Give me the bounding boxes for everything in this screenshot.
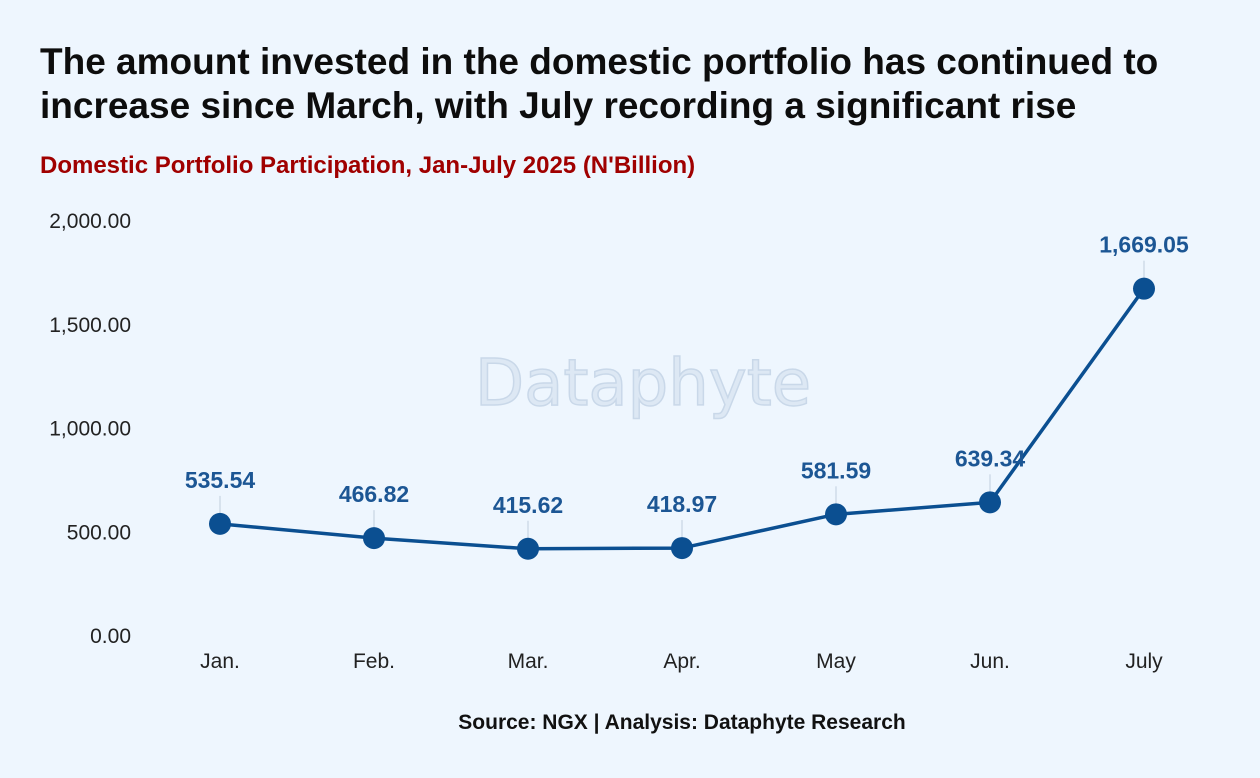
x-tick-label: Apr. <box>663 650 700 673</box>
y-tick-label: 1,000.00 <box>49 418 131 441</box>
x-tick-label: May <box>816 650 856 673</box>
y-tick-label: 2,000.00 <box>49 210 131 233</box>
y-tick-label: 1,500.00 <box>49 314 131 337</box>
data-point <box>209 512 231 535</box>
data-point <box>517 537 539 560</box>
data-point <box>671 537 693 560</box>
data-point <box>825 503 847 526</box>
data-point <box>1133 277 1155 300</box>
y-axis: 0.00 500.00 1,000.00 1,500.00 2,000.00 <box>49 210 131 648</box>
data-label: 1,669.05 <box>1099 232 1189 258</box>
x-tick-label: July <box>1125 650 1163 673</box>
x-tick-label: Jun. <box>970 650 1010 673</box>
data-point <box>979 491 1001 514</box>
data-label: 639.34 <box>955 445 1026 471</box>
x-tick-label: Mar. <box>508 650 549 673</box>
x-tick-label: Feb. <box>353 650 395 673</box>
data-point <box>363 527 385 550</box>
data-label: 415.62 <box>493 492 563 518</box>
label-leader-lines <box>219 260 1145 539</box>
y-tick-label: 0.00 <box>90 625 131 648</box>
data-label: 418.97 <box>647 491 717 517</box>
chart-title: The amount invested in the domestic port… <box>40 41 1159 126</box>
x-axis: Jan. Feb. Mar. Apr. May Jun. July <box>200 650 1163 673</box>
data-label: 581.59 <box>801 457 871 483</box>
source-note: Source: NGX | Analysis: Dataphyte Resear… <box>458 711 906 734</box>
watermark-text: Dataphyte <box>475 347 811 421</box>
chart-subtitle: Domestic Portfolio Participation, Jan-Ju… <box>40 152 696 179</box>
data-label: 466.82 <box>339 481 409 507</box>
y-tick-label: 500.00 <box>67 521 131 544</box>
data-labels: 535.54 466.82 415.62 418.97 581.59 639.34 1,66… <box>185 232 1189 518</box>
x-tick-label: Jan. <box>200 650 240 673</box>
data-label: 535.54 <box>185 467 256 493</box>
data-points <box>209 277 1155 560</box>
